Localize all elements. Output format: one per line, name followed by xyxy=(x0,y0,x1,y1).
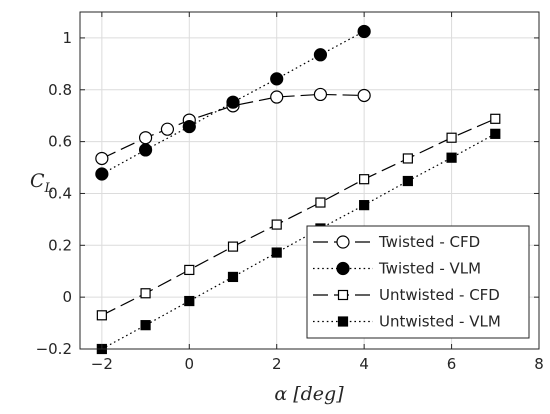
data-point xyxy=(357,88,371,103)
y-axis-label: CL xyxy=(30,170,53,196)
x-tick-label: 8 xyxy=(534,355,544,373)
y-tick-label: 1 xyxy=(62,29,72,47)
data-point xyxy=(160,122,175,136)
data-point xyxy=(138,143,153,157)
x-tick-label: −2 xyxy=(91,355,113,373)
legend-label: Untwisted - VLM xyxy=(379,313,501,331)
series-line xyxy=(101,133,496,350)
legend-entry: Twisted - CFD xyxy=(313,233,480,251)
data-point xyxy=(227,271,239,283)
data-point xyxy=(446,152,457,163)
y-tick-label: 0.6 xyxy=(48,133,72,151)
data-point xyxy=(270,72,284,86)
legend-label: Twisted - CFD xyxy=(378,233,480,251)
ticks: −2 0 2 4 6 8 −0.2 0 0.2 0.4 0.6 0.8 1 xyxy=(36,12,544,373)
legend-marker xyxy=(337,289,349,301)
x-tick-label: 2 xyxy=(272,355,282,373)
y-tick-label: 0.4 xyxy=(48,184,72,202)
y-tick-label: −0.2 xyxy=(36,340,72,358)
data-point xyxy=(402,175,413,187)
data-point xyxy=(359,174,370,185)
legend-marker xyxy=(336,235,350,249)
data-point xyxy=(184,295,195,307)
data-point xyxy=(313,48,328,62)
data-point xyxy=(96,310,107,321)
legend-marker xyxy=(337,316,349,327)
y-axis-label-subscript: L xyxy=(44,181,54,196)
data-point xyxy=(140,320,151,331)
data-point xyxy=(95,151,109,166)
legend-entry: Untwisted - CFD xyxy=(313,286,500,304)
legend-label: Untwisted - CFD xyxy=(379,286,500,304)
data-point xyxy=(226,95,240,109)
y-tick-label: 0 xyxy=(62,288,72,306)
x-tick-label: 0 xyxy=(185,355,195,373)
data-point xyxy=(402,153,413,164)
x-axis-label: α [deg] xyxy=(274,383,344,405)
y-tick-label: 0.8 xyxy=(48,81,72,99)
data-point xyxy=(271,219,282,230)
legend: Twisted - CFD Twisted - VLM Untwisted - CF… xyxy=(306,225,530,339)
plot-frame xyxy=(79,11,540,350)
data-point xyxy=(357,24,371,39)
data-point xyxy=(140,288,151,299)
series-1 xyxy=(95,24,371,181)
data-point xyxy=(271,247,282,258)
series-layer xyxy=(95,24,501,355)
data-point xyxy=(313,87,328,102)
series-line xyxy=(101,118,496,316)
data-point xyxy=(182,119,196,134)
data-point xyxy=(270,90,284,104)
grid xyxy=(80,12,540,350)
legend-marker xyxy=(336,261,350,276)
series-2 xyxy=(96,113,501,321)
data-point xyxy=(138,131,153,145)
data-point xyxy=(359,200,370,211)
data-point xyxy=(490,128,501,139)
data-point xyxy=(184,264,195,276)
data-point xyxy=(95,167,109,181)
legend-entry: Twisted - VLM xyxy=(313,260,481,278)
x-tick-label: 4 xyxy=(359,355,369,373)
data-point xyxy=(490,113,501,124)
legend-entry: Untwisted - VLM xyxy=(313,313,501,331)
data-point xyxy=(227,241,239,252)
x-tick-label: 6 xyxy=(447,355,457,373)
legend-label: Twisted - VLM xyxy=(378,260,481,278)
data-point xyxy=(446,132,457,143)
data-point xyxy=(315,197,326,208)
y-tick-label: 0.2 xyxy=(48,236,72,254)
